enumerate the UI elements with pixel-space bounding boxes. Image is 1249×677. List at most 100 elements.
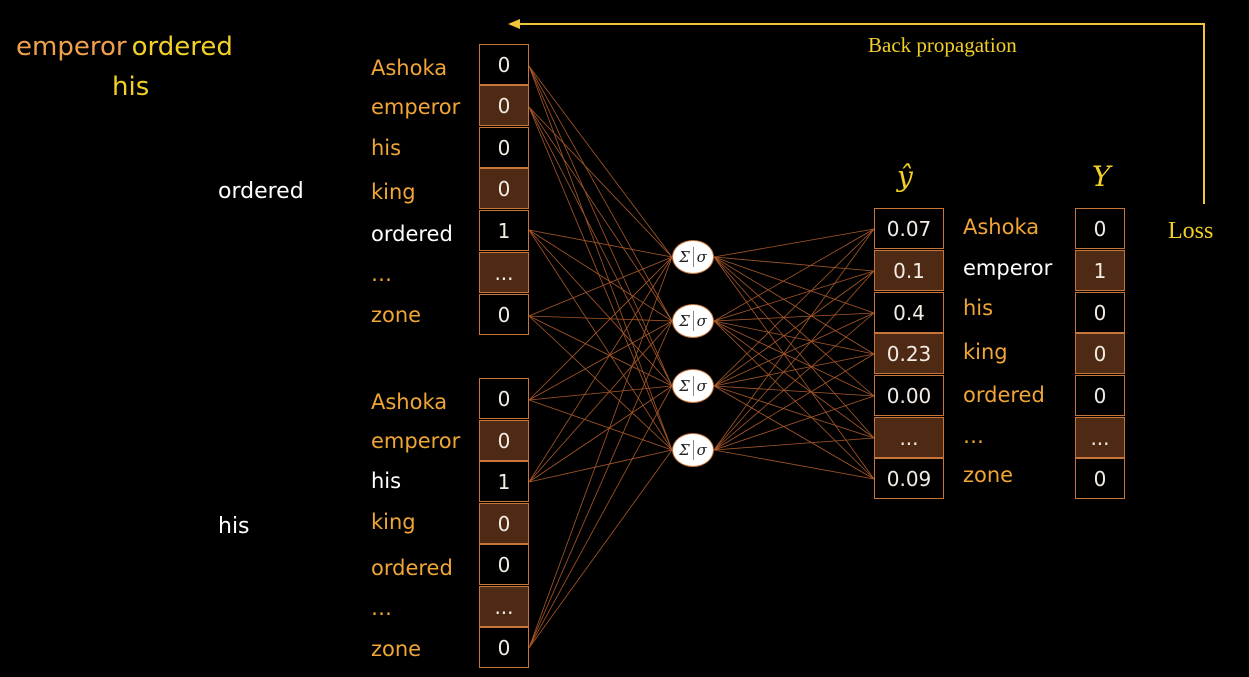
vector-cell: 0 (479, 503, 529, 544)
vector-cell: 0 (479, 127, 529, 168)
context-title: emperor ordered (16, 32, 233, 62)
vocab-word: … (371, 596, 392, 620)
vector-cell: 0 (479, 544, 529, 585)
sum-symbol: Σ (679, 248, 690, 266)
edge (528, 385, 673, 483)
edge (528, 229, 673, 451)
vector-cell: 0 (479, 44, 529, 85)
vocab-word: zone (371, 303, 422, 327)
sum-symbol: Σ (679, 377, 690, 395)
target-cell-active: 1 (1075, 250, 1125, 291)
vector-cell: 0 (479, 627, 529, 668)
edge (528, 229, 673, 322)
edge (528, 65, 673, 258)
title-word-ordered: ordered (131, 32, 233, 62)
edge (713, 395, 875, 451)
edge (713, 437, 875, 451)
edge (713, 256, 875, 439)
sum-symbol: Σ (679, 312, 690, 330)
edge (713, 256, 875, 272)
edge (528, 106, 673, 451)
edge (528, 65, 673, 451)
edge (528, 106, 673, 258)
edge (528, 315, 673, 451)
prediction-cell: 0.23 (874, 333, 944, 374)
prediction-header: ŷ (897, 160, 913, 193)
sigma-symbol: σ (696, 441, 707, 459)
vocab-word: emperor (371, 429, 461, 453)
vocab-word: zone (963, 463, 1014, 487)
input-label-his: his (218, 514, 250, 539)
vector-cell: ... (479, 586, 529, 627)
edge (713, 320, 875, 397)
title-word-emperor: emperor (16, 32, 127, 62)
edge (528, 315, 673, 322)
edge (528, 229, 673, 387)
edge (713, 312, 875, 387)
vocab-word: Ashoka (371, 56, 448, 80)
edge (528, 399, 673, 451)
edge (713, 256, 875, 397)
edge (713, 320, 875, 355)
vector-cell: ... (479, 252, 529, 293)
back-propagation-label: Back propagation (868, 33, 1017, 57)
edge (528, 106, 673, 322)
edge (528, 385, 673, 401)
edge (528, 106, 673, 387)
edge (713, 270, 875, 387)
vocab-word: his (371, 136, 402, 160)
edge (528, 449, 673, 649)
prediction-cell: 0.00 (874, 375, 944, 416)
sum-symbol: Σ (679, 441, 690, 459)
vector-cell-active: 1 (479, 461, 529, 502)
edge (528, 315, 673, 387)
target-cell: 0 (1075, 292, 1125, 333)
edge (713, 228, 875, 451)
vocab-word: king (963, 340, 1008, 364)
target-cell: 0 (1075, 375, 1125, 416)
edge (713, 320, 875, 439)
vocab-word: king (371, 180, 416, 204)
edge (528, 65, 673, 387)
edge (528, 320, 673, 401)
vocab-word: ordered (371, 556, 453, 580)
vector-cell: 0 (479, 85, 529, 126)
vector-cell: 0 (479, 378, 529, 419)
target-header: Y (1092, 160, 1111, 193)
edge (528, 385, 673, 649)
vocab-word: … (963, 424, 984, 448)
edge (713, 353, 875, 387)
prediction-cell: 0.4 (874, 292, 944, 333)
vocab-word: king (371, 510, 416, 534)
edge (713, 228, 875, 258)
edge (528, 229, 673, 258)
network-edges (528, 65, 875, 649)
vocab-word: … (371, 262, 392, 286)
edge (528, 65, 673, 322)
input-label-ordered: ordered (218, 179, 304, 204)
sigma-symbol: σ (696, 312, 707, 330)
edge (713, 353, 875, 451)
vector-cell: 0 (479, 168, 529, 209)
vocab-word: his (371, 469, 402, 493)
edge (713, 256, 875, 355)
edge (528, 449, 673, 483)
edge (713, 320, 875, 480)
prediction-cell: ... (874, 417, 944, 458)
back-propagation-arrow (508, 19, 1205, 204)
edge (528, 256, 673, 317)
edge (713, 228, 875, 387)
edge (528, 256, 673, 649)
edge (528, 320, 673, 649)
target-cell: 0 (1075, 458, 1125, 499)
edge (713, 312, 875, 322)
edge (713, 256, 875, 314)
edge (713, 385, 875, 397)
edge (713, 270, 875, 451)
title-word-his: his (112, 72, 150, 102)
vocab-word: zone (371, 637, 422, 661)
